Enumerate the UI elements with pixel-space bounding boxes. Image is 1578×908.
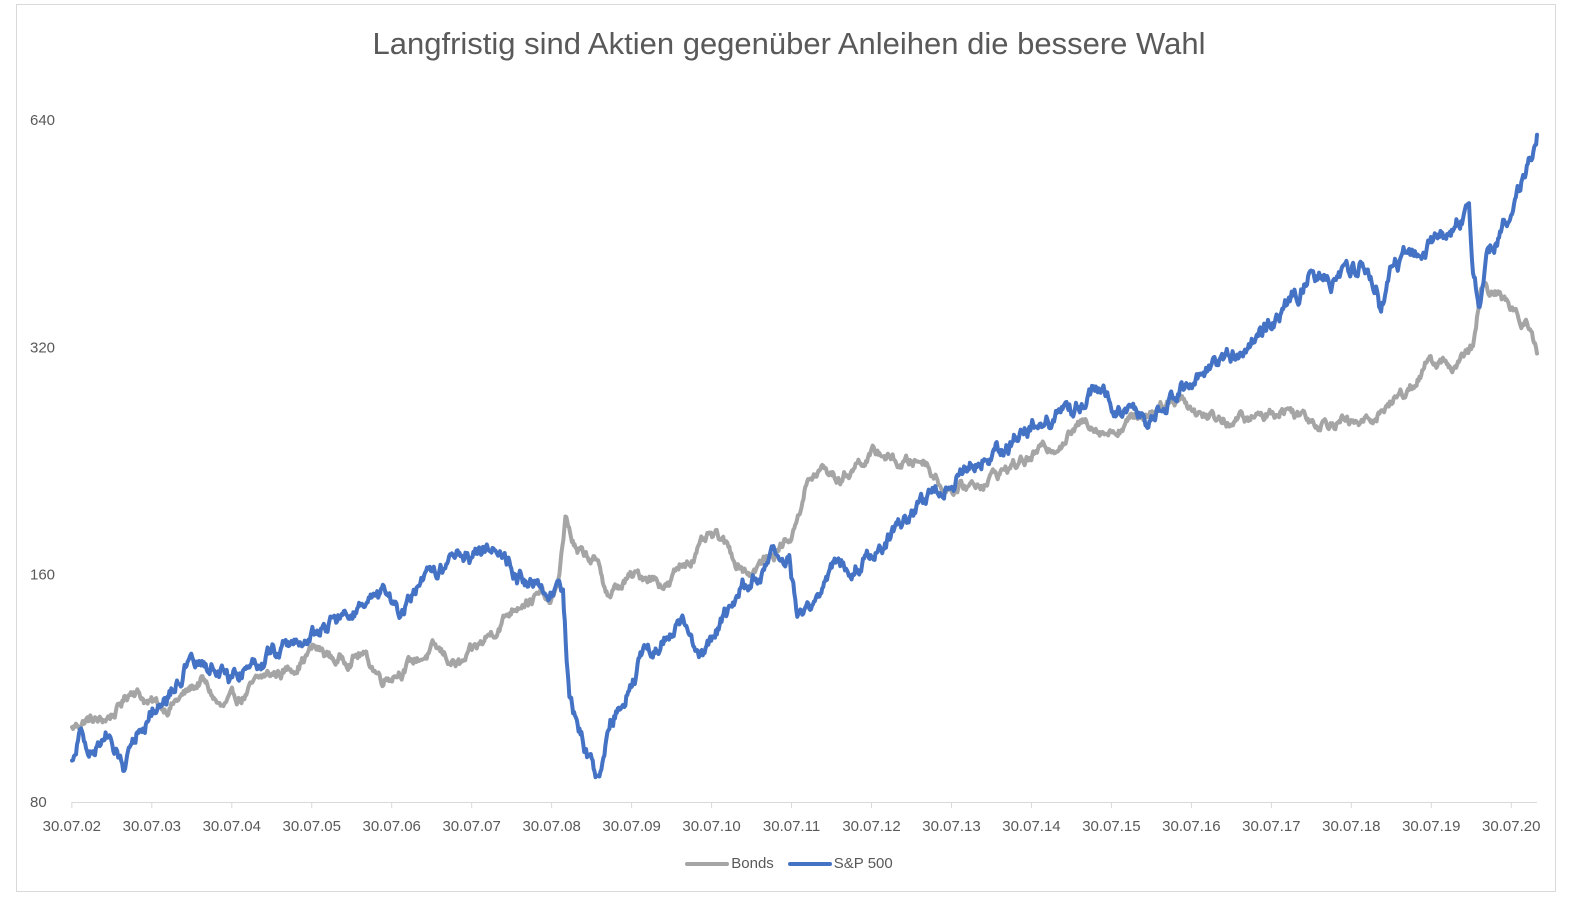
legend-label-sp500: S&P 500 [833, 855, 893, 872]
chart-legend: Bonds S&P 500 [0, 855, 1578, 872]
x-tick-label: 30.07.03 [123, 818, 181, 835]
legend-swatch-sp500 [787, 861, 832, 866]
x-tick-label: 30.07.08 [522, 818, 580, 835]
x-tick-label: 30.07.09 [602, 818, 660, 835]
x-tick-label: 30.07.05 [283, 818, 341, 835]
chart-frame [16, 4, 1556, 892]
x-tick-label: 30.07.12 [842, 818, 900, 835]
x-tick-label: 30.07.02 [43, 818, 101, 835]
x-tick-label: 30.07.10 [682, 818, 740, 835]
x-tick-label: 30.07.06 [363, 818, 421, 835]
y-tick-label: 640 [30, 112, 55, 129]
legend-label-bonds: Bonds [731, 855, 774, 872]
legend-swatch-bonds [685, 861, 730, 866]
x-tick-label: 30.07.13 [922, 818, 980, 835]
series-line-sp500 [70, 132, 1539, 780]
x-tick-label: 30.07.07 [442, 818, 500, 835]
legend-item-sp500: S&P 500 [787, 855, 893, 872]
y-tick-label: 320 [30, 339, 55, 356]
x-tick-label: 30.07.11 [763, 818, 820, 835]
x-tick-label: 30.07.14 [1002, 818, 1060, 835]
x-tick-label: 30.07.15 [1082, 818, 1140, 835]
y-tick-label: 160 [30, 567, 55, 584]
series-line-bonds [70, 281, 1539, 731]
y-tick-label: 80 [30, 794, 47, 811]
legend-item-bonds: Bonds [685, 855, 774, 872]
x-tick-label: 30.07.16 [1162, 818, 1220, 835]
x-tick-label: 30.07.19 [1402, 818, 1460, 835]
x-tick-label: 30.07.18 [1322, 818, 1380, 835]
chart-title: Langfristig sind Aktien gegenüber Anleih… [372, 26, 1206, 61]
x-tick-label: 30.07.20 [1482, 818, 1540, 835]
x-tick-label: 30.07.04 [203, 818, 261, 835]
x-tick-label: 30.07.17 [1242, 818, 1300, 835]
